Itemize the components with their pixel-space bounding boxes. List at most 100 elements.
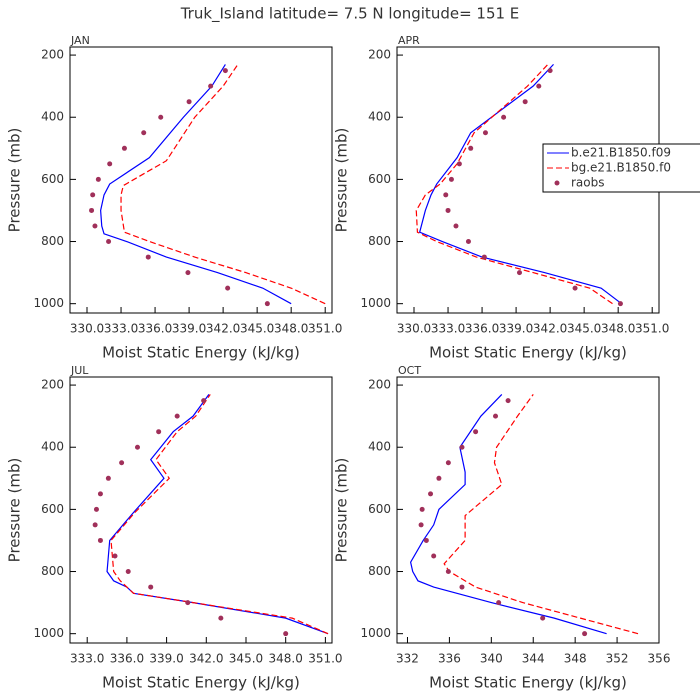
raob-point [185, 270, 191, 276]
y-tick-label: 200 [368, 378, 391, 392]
x-tick-label: 340 [480, 652, 503, 666]
x-tick-label: 333.0 [431, 322, 465, 336]
raob-point [218, 615, 224, 621]
raob-point [445, 460, 451, 466]
x-axis-label: Moist Static Energy (kJ/kg) [429, 674, 627, 692]
raob-point [222, 68, 228, 74]
y-tick-label: 200 [41, 378, 64, 392]
x-tick-label: 345.0 [240, 322, 274, 336]
raob-point [186, 99, 192, 105]
x-tick-label: 356 [648, 652, 671, 666]
x-tick-label: 351.0 [635, 322, 669, 336]
y-tick-label: 600 [41, 172, 64, 186]
y-tick-label: 600 [368, 502, 391, 516]
x-tick-label: 339.0 [499, 322, 533, 336]
raob-point [423, 537, 429, 543]
raob-point [156, 429, 162, 435]
raob-point [456, 161, 462, 167]
raob-point [264, 301, 270, 307]
raob-point [95, 176, 101, 182]
x-axis-label: Moist Static Energy (kJ/kg) [102, 674, 300, 692]
x-tick-label: 333.0 [104, 322, 138, 336]
figure-title: Truk_Island latitude= 7.5 N longitude= 1… [180, 5, 520, 24]
y-tick-label: 1000 [33, 296, 64, 310]
raob-point [617, 301, 623, 307]
legend-label: bg.e21.B1850.f0 [571, 161, 671, 175]
raob-point [453, 223, 459, 229]
x-tick-label: 351.0 [308, 652, 342, 666]
raob-point [105, 475, 111, 481]
raob-point [92, 522, 98, 528]
raob-point [468, 145, 474, 151]
y-axis-label: Pressure (mb) [6, 458, 24, 563]
raob-point [418, 522, 424, 528]
profile-line [120, 64, 326, 305]
raob-point [496, 600, 502, 606]
y-tick-label: 1000 [360, 626, 391, 640]
x-tick-label: 339.0 [172, 322, 206, 336]
y-tick-label: 800 [368, 234, 391, 248]
raob-point [185, 600, 191, 606]
raob-point [493, 413, 499, 419]
raob-point [436, 475, 442, 481]
y-axis-label: Pressure (mb) [333, 128, 351, 233]
y-tick-label: 800 [368, 564, 391, 578]
panel-title: OCT [398, 364, 421, 377]
raob-point [225, 285, 231, 291]
raob-point [522, 99, 528, 105]
panel-title: JAN [70, 34, 90, 47]
x-tick-label: 348 [564, 652, 587, 666]
legend-marker [554, 180, 560, 186]
raob-point [445, 207, 451, 213]
raob-point [540, 615, 546, 621]
legend-box [542, 143, 700, 193]
raob-point [283, 631, 289, 637]
y-tick-label: 400 [41, 440, 64, 454]
raob-point [431, 553, 437, 559]
raob-point [473, 429, 479, 435]
legend-label: raobs [571, 176, 605, 190]
raob-point [505, 398, 511, 404]
raob-point [459, 584, 465, 590]
raob-point [134, 444, 140, 450]
raob-point [148, 584, 154, 590]
panel-title: APR [398, 34, 420, 47]
x-tick-label: 330.0 [397, 322, 431, 336]
x-tick-label: 336.0 [138, 322, 172, 336]
raob-point [97, 491, 103, 497]
x-tick-label: 352 [606, 652, 629, 666]
y-axis-label: Pressure (mb) [333, 458, 351, 563]
y-tick-label: 200 [368, 48, 391, 62]
y-tick-label: 400 [41, 110, 64, 124]
profile-line [415, 63, 613, 305]
raob-point [106, 239, 112, 245]
raob-point [107, 161, 113, 167]
x-tick-label: 336.0 [110, 652, 144, 666]
raob-point [448, 176, 454, 182]
x-tick-label: 333.0 [70, 652, 104, 666]
raob-point [419, 506, 425, 512]
profile-line [409, 393, 607, 635]
x-tick-label: 348.0 [274, 322, 308, 336]
x-axis-label: Moist Static Energy (kJ/kg) [429, 344, 627, 362]
raob-point [547, 68, 553, 74]
profile-line [418, 63, 622, 305]
profile-line [106, 394, 329, 635]
panel-title: JUL [70, 364, 89, 377]
legend-label: b.e21.B1850.f09 [571, 146, 671, 160]
raob-point [459, 444, 465, 450]
profile-line [110, 394, 329, 635]
raob-point [572, 285, 578, 291]
raob-point [201, 398, 207, 404]
raob-point [428, 491, 434, 497]
x-tick-label: 344 [522, 652, 545, 666]
raob-point [174, 413, 180, 419]
profile-line [100, 64, 292, 305]
raob-point [119, 460, 125, 466]
raob-point [92, 223, 98, 229]
x-tick-label: 351.0 [308, 322, 342, 336]
raob-point [465, 239, 471, 245]
raob-point [536, 83, 542, 89]
raob-point [97, 537, 103, 543]
x-tick-label: 330.0 [70, 322, 104, 336]
